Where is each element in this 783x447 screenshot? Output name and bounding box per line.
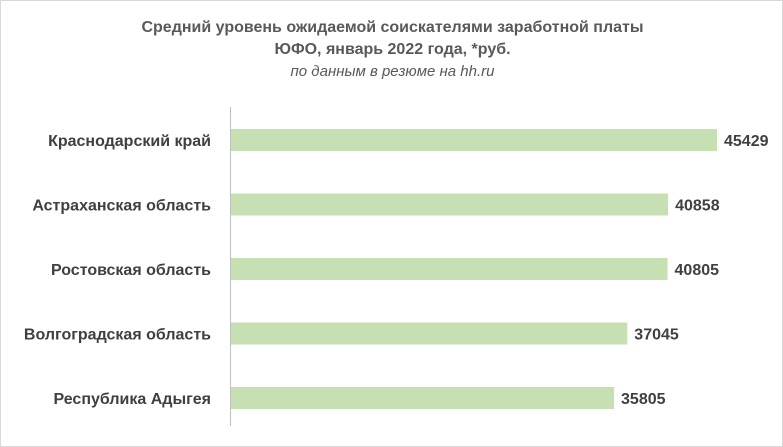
category-label: Республика Адыгея xyxy=(53,391,211,408)
bar xyxy=(231,193,669,216)
bar xyxy=(231,322,628,345)
chart-title-line-1: Средний уровень ожидаемой соискателями з… xyxy=(141,19,644,36)
category-label: Ростовская область xyxy=(51,262,211,279)
bar xyxy=(231,258,668,280)
bar xyxy=(231,387,615,409)
chart-subtitle: по данным в резюме на hh.ru xyxy=(290,63,495,80)
data-label: 37045 xyxy=(634,327,679,344)
data-label: 35805 xyxy=(621,391,666,408)
chart-title-block: Средний уровень ожидаемой соискателями з… xyxy=(1,17,783,83)
bar xyxy=(231,129,717,151)
data-label: 40805 xyxy=(675,262,720,279)
category-label: Астраханская область xyxy=(32,198,211,215)
chart-title-line-2: ЮФО, январь 2022 года, *руб. xyxy=(274,41,511,58)
category-label: Волгоградская область xyxy=(24,327,211,344)
data-label: 40858 xyxy=(675,198,720,215)
data-label: 45429 xyxy=(724,133,769,150)
category-label: Краснодарский край xyxy=(48,133,211,150)
bars-group: Краснодарский край 45429 Астраханская обла… xyxy=(24,129,769,409)
